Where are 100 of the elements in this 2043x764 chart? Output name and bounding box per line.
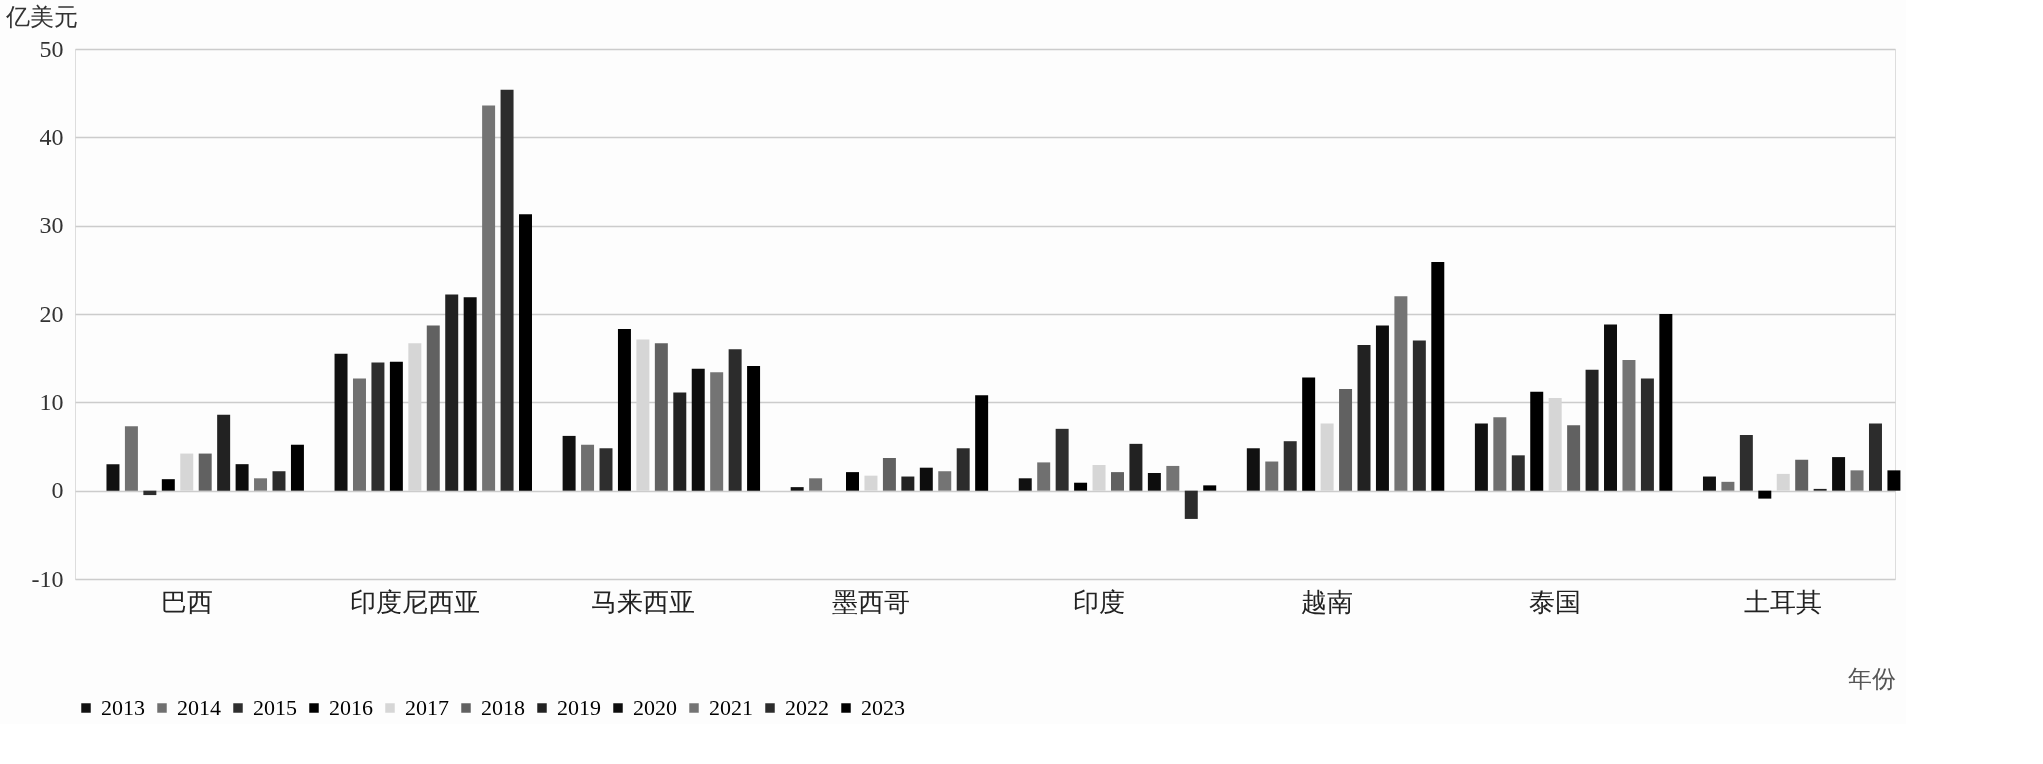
bar (426, 325, 440, 491)
bar (1246, 448, 1260, 491)
y-tick-label: 20 (39, 300, 64, 327)
bar (1037, 462, 1051, 491)
legend-label: 2014 (177, 695, 221, 720)
bar (1203, 485, 1217, 491)
bar (254, 478, 268, 491)
y-tick-label: -10 (31, 565, 64, 592)
bar (445, 294, 459, 491)
bar (938, 471, 952, 491)
bar (1018, 478, 1032, 491)
legend-label: 2017 (405, 695, 449, 720)
bar (1585, 369, 1599, 491)
bar (290, 444, 304, 491)
y-tick-label: 50 (39, 35, 64, 62)
bar (1887, 470, 1901, 491)
bar (673, 392, 687, 491)
legend-label: 2022 (785, 695, 829, 720)
bar (599, 448, 613, 491)
bar (790, 487, 804, 491)
x-tick-label: 马来西亚 (590, 587, 695, 617)
bar (272, 471, 286, 491)
bar (846, 472, 860, 491)
legend-label: 2015 (253, 695, 297, 720)
bar (747, 366, 761, 491)
bar (1412, 340, 1426, 491)
y-tick-label: 0 (51, 477, 64, 504)
bar (1265, 461, 1279, 491)
legend-label: 2021 (709, 695, 753, 720)
bar (1357, 344, 1371, 491)
bar (975, 395, 989, 491)
x-tick-label: 墨西哥 (831, 587, 910, 617)
legend-label: 2016 (329, 695, 373, 720)
bar (1567, 425, 1581, 491)
x-tick-label: 印度尼西亚 (349, 587, 480, 617)
bar (1530, 391, 1544, 491)
bar (654, 343, 668, 491)
bar (124, 426, 138, 491)
bar (371, 362, 385, 491)
bar (235, 464, 249, 491)
bar (956, 448, 970, 491)
bar (1302, 377, 1316, 491)
bar (1431, 261, 1445, 491)
y-tick-label: 30 (39, 212, 64, 239)
bar (161, 479, 175, 491)
bar (1184, 490, 1198, 519)
bar (919, 467, 933, 491)
bar (1166, 465, 1180, 491)
y-axis-title: 亿美元 (4, 3, 78, 30)
bar (691, 368, 705, 491)
x-tick-label: 巴西 (160, 587, 213, 617)
bar (217, 414, 231, 491)
bar (1055, 428, 1069, 491)
legend-label: 2018 (481, 695, 525, 720)
bar (500, 89, 514, 491)
bar (710, 372, 724, 491)
bar (581, 444, 595, 491)
bar (1283, 441, 1297, 491)
bar (728, 349, 742, 491)
bar (106, 464, 120, 491)
legend-label: 2020 (633, 695, 677, 720)
legend-label: 2023 (861, 695, 905, 720)
bar (901, 476, 915, 491)
bar (198, 453, 212, 491)
bar (1622, 359, 1636, 491)
bar (1640, 378, 1654, 491)
y-tick-label: 10 (39, 388, 64, 415)
legend-label: 2019 (557, 695, 601, 720)
bar (1832, 457, 1846, 491)
bar (1659, 314, 1673, 491)
bar (1795, 459, 1809, 491)
bar (1868, 423, 1882, 491)
bar (1493, 417, 1507, 491)
bar (519, 214, 532, 491)
bar (1721, 481, 1735, 491)
x-axis-title: 年份 (1847, 665, 1896, 692)
x-tick-label: 印度 (1073, 587, 1126, 617)
bar (1758, 490, 1772, 499)
bar (882, 457, 896, 491)
bar (334, 353, 348, 491)
bar (809, 478, 823, 491)
bar (143, 490, 157, 496)
bar (1739, 435, 1753, 491)
bar (1339, 389, 1353, 491)
bar (1604, 324, 1618, 491)
bar (1394, 296, 1408, 491)
x-tick-label: 土耳其 (1744, 587, 1823, 617)
bar (1129, 443, 1143, 491)
bar (1511, 455, 1525, 491)
bar (1850, 470, 1864, 491)
bar (1074, 482, 1088, 491)
bar (1702, 476, 1716, 491)
bar (463, 297, 477, 491)
bar (1147, 473, 1161, 491)
legend-label: 2013 (101, 695, 145, 720)
bar (562, 435, 576, 491)
bar (1375, 325, 1389, 491)
bar (352, 378, 366, 491)
x-tick-label: 泰国 (1529, 587, 1582, 617)
bar (1474, 423, 1488, 491)
